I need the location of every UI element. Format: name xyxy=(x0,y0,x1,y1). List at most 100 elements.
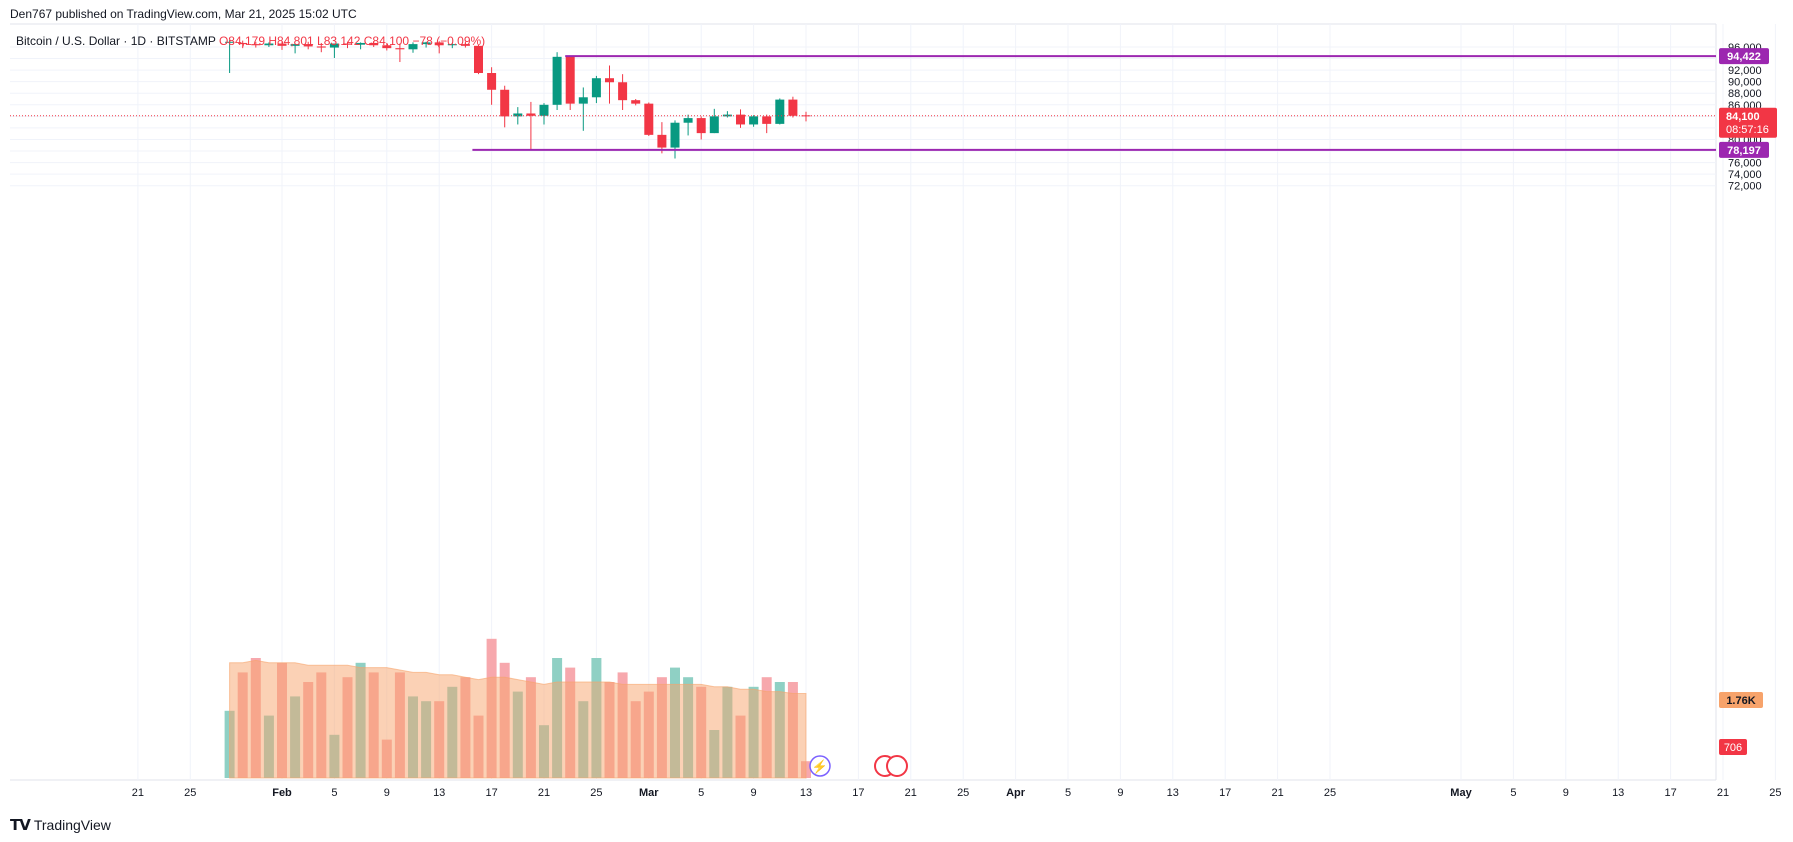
candle-body xyxy=(382,45,392,49)
candle-body xyxy=(395,48,405,50)
candle-body xyxy=(762,116,772,124)
volume-current-label: 706 xyxy=(1724,742,1742,754)
x-tick-label: 25 xyxy=(590,787,602,799)
x-tick-label: 25 xyxy=(184,787,196,799)
x-tick-label: 5 xyxy=(1065,787,1071,799)
candle-body xyxy=(329,43,339,48)
candle-body xyxy=(749,116,759,125)
y-tick-label: 90,000 xyxy=(1728,77,1762,89)
candle-body xyxy=(474,45,483,74)
x-tick-label: 21 xyxy=(1271,787,1283,799)
candle-body xyxy=(644,103,654,135)
candle-body xyxy=(709,116,719,134)
symbol-title: Bitcoin / U.S. Dollar · 1D · BITSTAMP xyxy=(16,34,216,48)
candle-body xyxy=(500,89,510,117)
time-axis: 72125Feb5913172125Mar5913172125Apr591317… xyxy=(132,787,1782,799)
y-tick-label: 74,000 xyxy=(1728,169,1762,181)
x-tick-label: Apr xyxy=(1006,787,1026,799)
x-tick-label: 5 xyxy=(331,787,337,799)
tradingview-logo-icon: 𝗧𝗩 xyxy=(10,817,31,834)
candle-body xyxy=(343,43,352,45)
candle-body xyxy=(775,99,785,124)
candle-body xyxy=(264,43,274,46)
y-tick-label: 76,000 xyxy=(1728,158,1762,170)
level-price-label: 78,197 xyxy=(1727,145,1761,157)
candle-body xyxy=(552,56,562,105)
level-price-tag xyxy=(1719,48,1769,65)
candle-body xyxy=(487,73,497,90)
candles-layer xyxy=(225,40,811,159)
candle-body xyxy=(605,78,614,83)
x-tick-label: 13 xyxy=(433,787,445,799)
level-price-label: 94,422 xyxy=(1727,51,1761,63)
candle-body xyxy=(460,44,470,46)
x-tick-label: 13 xyxy=(1612,787,1624,799)
x-tick-label: 17 xyxy=(485,787,497,799)
x-tick-label: 5 xyxy=(1510,787,1516,799)
x-tick-label: 25 xyxy=(957,787,969,799)
x-tick-label: 25 xyxy=(1769,787,1781,799)
footer-brand[interactable]: 𝗧𝗩 TradingView xyxy=(10,816,111,834)
x-tick-label: 21 xyxy=(132,787,144,799)
lightning-glyph-icon: ⚡ xyxy=(812,759,828,775)
x-tick-label: 21 xyxy=(538,787,550,799)
candle-body xyxy=(434,42,444,46)
x-tick-label: 17 xyxy=(852,787,864,799)
price-axis: 96,00094,00092,00090,00088,00086,00084,0… xyxy=(1719,42,1777,755)
candle-body xyxy=(290,44,300,46)
x-tick-label: 9 xyxy=(1117,787,1123,799)
volume-ma-area xyxy=(229,659,807,779)
candle-body xyxy=(565,56,575,104)
volume-current-tag xyxy=(1719,739,1747,755)
volume-ma-tag xyxy=(1719,692,1763,708)
lightning-icon xyxy=(809,755,831,777)
x-tick-label: 21 xyxy=(905,787,917,799)
candle-body xyxy=(670,122,680,148)
x-tick-label: May xyxy=(1450,787,1472,799)
current-price-tag xyxy=(1719,107,1777,138)
candle-body xyxy=(447,44,457,46)
candle-body xyxy=(526,113,536,116)
y-tick-label: 88,000 xyxy=(1728,88,1762,100)
candle-body xyxy=(657,134,667,148)
candle-body xyxy=(683,118,693,123)
countdown-label: 08:57:16 xyxy=(1726,124,1769,136)
candle-body xyxy=(238,42,248,45)
event-icons: ⚡ xyxy=(809,755,908,777)
candle-body xyxy=(736,114,745,125)
candle-body xyxy=(408,44,418,50)
x-tick-label: 13 xyxy=(1167,787,1179,799)
candle-body xyxy=(578,97,588,104)
candle-body xyxy=(356,42,366,45)
candle-body xyxy=(225,41,235,43)
level-price-tag xyxy=(1719,141,1769,158)
x-tick-label: 25 xyxy=(1324,787,1336,799)
x-tick-label: 17 xyxy=(1664,787,1676,799)
x-tick-label: Mar xyxy=(639,787,659,799)
x-tick-label: 9 xyxy=(384,787,390,799)
candle-body xyxy=(421,42,431,45)
horizontal-levels xyxy=(10,55,1716,151)
current-price-label: 84,100 xyxy=(1726,111,1760,123)
candle-body xyxy=(618,82,628,101)
candle-body xyxy=(591,78,601,98)
x-tick-label: 17 xyxy=(1219,787,1231,799)
ohlc-values: O84,179 H84,801 L83,142 C84,100 −78 (−0.… xyxy=(218,34,486,48)
x-tick-label: 5 xyxy=(698,787,704,799)
x-tick-label: Feb xyxy=(272,787,292,799)
candle-body xyxy=(513,113,523,117)
flag-icon xyxy=(886,755,908,777)
volume-pane xyxy=(224,638,811,779)
x-tick-label: 21 xyxy=(1717,787,1729,799)
candle-body xyxy=(303,44,313,47)
x-tick-label: 9 xyxy=(1563,787,1569,799)
publisher-caption: Den767 published on TradingView.com, Mar… xyxy=(10,7,357,21)
volume-ma-label: 1.76K xyxy=(1726,695,1755,707)
brand-name: TradingView xyxy=(33,817,111,833)
candle-body xyxy=(539,104,549,116)
candle-body xyxy=(277,43,287,46)
candle-body xyxy=(369,42,379,46)
candle-body xyxy=(316,46,326,48)
symbol-legend: Bitcoin / U.S. Dollar · 1D · BITSTAMP O8… xyxy=(16,34,485,48)
